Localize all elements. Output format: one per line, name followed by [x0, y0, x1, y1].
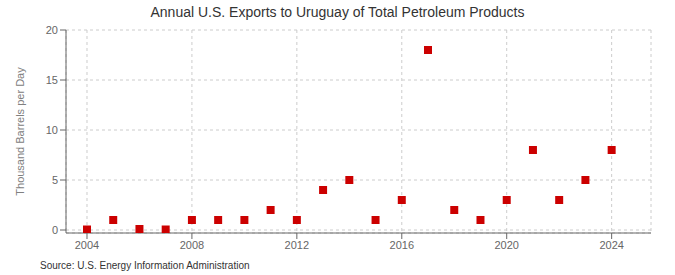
html-text:Source: U.S. Energy Informatio: Source: U.S. Energy Information Administ…	[40, 260, 250, 271]
svg-text:0: 0	[52, 224, 58, 236]
svg-text:2008: 2008	[180, 239, 204, 251]
svg-text:Thousand Barrels per Day: Thousand Barrels per Day	[14, 67, 26, 196]
svg-text:2004: 2004	[75, 239, 99, 251]
html-text:Annual U.S. Exports to Uruguay: Annual U.S. Exports to Uruguay of Total …	[150, 4, 525, 20]
svg-text:2016: 2016	[390, 239, 414, 251]
svg-text:5: 5	[52, 174, 58, 186]
svg-text:2012: 2012	[285, 239, 309, 251]
svg-text:15: 15	[46, 74, 58, 86]
svg-text:2020: 2020	[494, 239, 518, 251]
svg-text:2024: 2024	[599, 239, 623, 251]
svg-text:20: 20	[46, 24, 58, 36]
svg-text:10: 10	[46, 124, 58, 136]
